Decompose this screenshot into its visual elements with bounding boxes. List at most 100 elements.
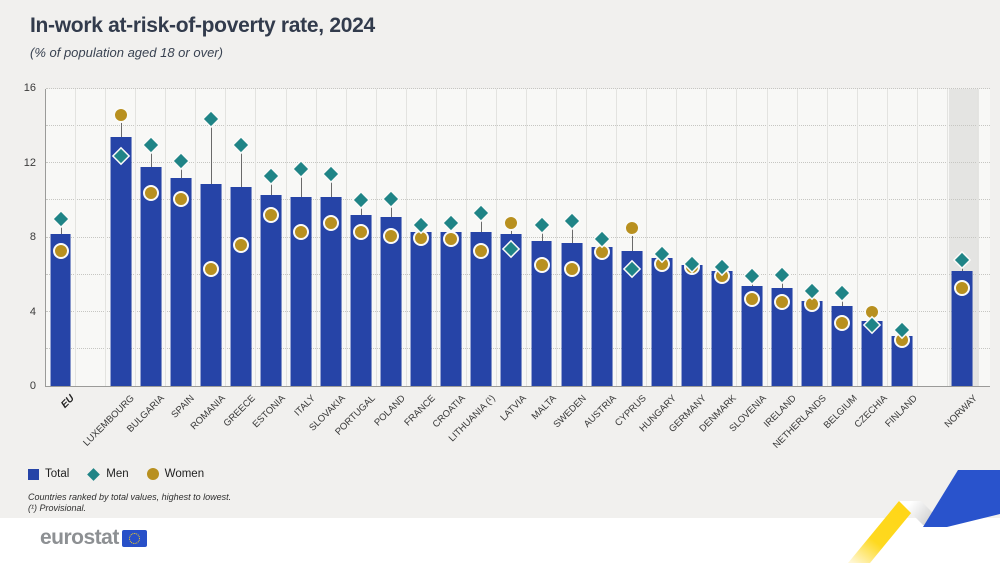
- women-marker-norway: [954, 279, 971, 296]
- men-marker-slovenia: [744, 269, 760, 284]
- bar-cell-romania: [195, 89, 225, 386]
- total-bar-austria: [591, 246, 613, 386]
- women-marker-italy: [293, 223, 310, 240]
- total-bar-hungary: [651, 257, 673, 386]
- gridline-14: [46, 125, 990, 127]
- bar-cell-hungary: [646, 89, 676, 386]
- men-marker-austria: [594, 232, 609, 247]
- men-marker-slovakia: [324, 167, 339, 182]
- marker-stem-belgium: [842, 293, 844, 307]
- decorative-ribbon-graphic: [848, 470, 1000, 563]
- bar-cell-france: [405, 89, 436, 386]
- bar-cell-norway: [946, 89, 978, 386]
- bar-cell-cyprus: [616, 89, 646, 386]
- women-marker-latvia: [503, 214, 520, 231]
- eu-flag-icon: [121, 529, 147, 547]
- total-bar-slovakia: [320, 196, 342, 386]
- bar-cell-austria: [586, 89, 616, 386]
- men-marker-bulgaria: [143, 137, 158, 152]
- total-bar-czechia: [861, 321, 883, 386]
- bar-cell-slovakia: [315, 89, 346, 386]
- footnote-provisional: (¹) Provisional.: [28, 503, 87, 513]
- women-marker-belgium: [834, 314, 851, 331]
- men-marker-ireland: [774, 267, 790, 282]
- women-marker-malta: [533, 257, 550, 274]
- spacer-cell: [75, 89, 105, 386]
- y-tick-4: 4: [29, 305, 36, 318]
- bar-cell-bulgaria: [135, 89, 165, 386]
- legend: Total Men Women: [28, 467, 205, 481]
- gridline-12: [46, 162, 990, 164]
- marker-stem-greece: [240, 144, 242, 188]
- bars-layer: [46, 89, 990, 386]
- total-bar-netherlands: [801, 300, 823, 386]
- chart-subtitle: (% of population aged 18 or over): [30, 45, 223, 60]
- bar-cell-malta: [526, 89, 556, 386]
- women-marker-spain: [172, 190, 189, 207]
- marker-stem-bulgaria: [150, 144, 152, 167]
- men-marker-france: [414, 217, 429, 232]
- bar-cell-czechia: [856, 89, 887, 386]
- eu-stars-icon: [128, 532, 140, 544]
- men-marker-croatia: [444, 215, 459, 230]
- plot-area: [45, 88, 990, 387]
- total-bar-eu: [50, 233, 71, 386]
- marker-stem-italy: [301, 168, 303, 197]
- bar-cell-latvia: [495, 89, 526, 386]
- total-bar-cyprus: [621, 250, 643, 386]
- bar-cell-croatia: [435, 89, 466, 386]
- total-bar-luxembourg: [110, 137, 132, 386]
- women-marker-greece: [232, 236, 249, 253]
- bar-cell-portugal: [345, 89, 376, 386]
- women-marker-slovakia: [323, 214, 340, 231]
- bar-cell-italy: [285, 89, 316, 386]
- women-marker-sweden: [563, 261, 580, 278]
- bar-cell-spain: [165, 89, 195, 386]
- ribbon-yellow-stroke: [848, 501, 921, 563]
- marker-stem-portugal: [361, 200, 363, 216]
- bar-cell-luxembourg: [105, 89, 135, 386]
- men-marker-malta: [534, 217, 549, 232]
- legend-item-total: Total: [28, 468, 69, 480]
- men-marker-italy: [293, 161, 309, 176]
- women-marker-portugal: [353, 223, 370, 240]
- bar-cell-denmark: [706, 89, 736, 386]
- women-marker-eu: [52, 242, 69, 259]
- women-marker-poland: [383, 227, 400, 244]
- bar-cell-greece: [225, 89, 255, 386]
- men-marker-spain: [173, 154, 188, 169]
- men-marker-norway: [955, 252, 970, 267]
- women-marker-croatia: [443, 231, 460, 248]
- bar-cell-belgium: [826, 89, 857, 386]
- bar-cell-slovenia: [736, 89, 766, 386]
- men-marker-belgium: [835, 286, 850, 301]
- eurostat-logo: eurostat: [40, 526, 147, 550]
- total-bar-slovenia: [741, 285, 763, 386]
- marker-stem-malta: [541, 224, 543, 242]
- men-marker-romania: [203, 111, 218, 126]
- total-bar-italy: [290, 196, 312, 386]
- total-bar-norway: [951, 270, 973, 386]
- bar-cell-netherlands: [796, 89, 827, 386]
- total-bar-latvia: [501, 233, 522, 386]
- men-marker-portugal: [354, 193, 369, 208]
- men-diamond-icon: [87, 467, 101, 481]
- y-tick-16: 16: [23, 82, 36, 94]
- marker-stem-cyprus: [631, 228, 633, 251]
- bar-cell-eu: [46, 89, 75, 386]
- marker-stem-eu: [60, 218, 62, 234]
- women-marker-netherlands: [804, 296, 821, 313]
- women-marker-luxembourg: [112, 107, 129, 123]
- marker-stem-slovakia: [331, 174, 333, 197]
- bar-cell-lithuania: [465, 89, 496, 386]
- chart-title: In-work at-risk-of-poverty rate, 2024: [30, 14, 375, 37]
- total-bar-croatia: [440, 231, 462, 386]
- legend-women-label: Women: [164, 468, 205, 480]
- legend-item-women: Women: [146, 468, 205, 480]
- y-tick-0: 0: [29, 380, 36, 392]
- women-marker-austria: [593, 244, 610, 261]
- women-circle-icon: [146, 468, 159, 480]
- women-marker-estonia: [262, 207, 279, 224]
- bar-cell-finland: [886, 89, 917, 386]
